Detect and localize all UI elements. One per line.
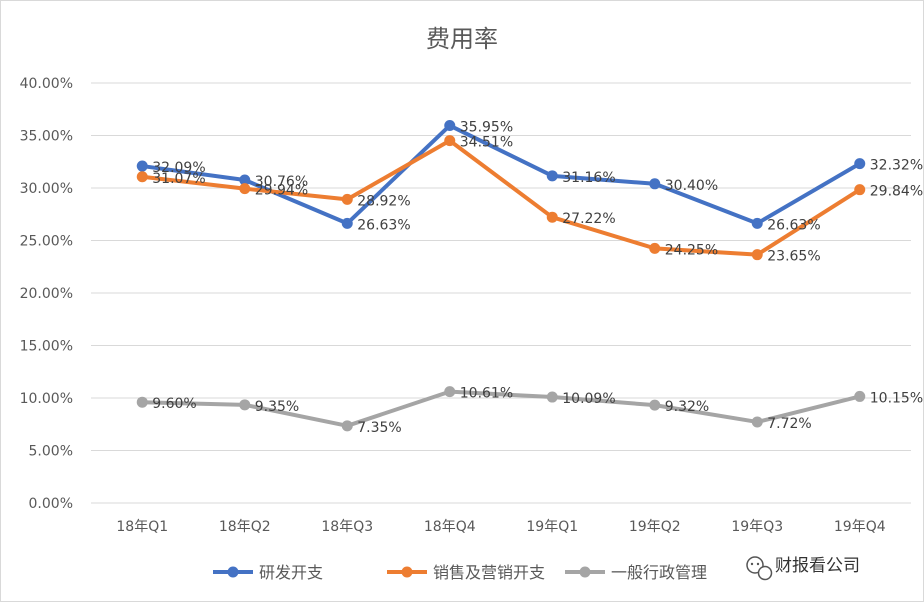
data-label: 7.72% [767,416,811,432]
x-tick-label: 19年Q1 [526,519,578,535]
x-tick-label: 19年Q3 [731,519,783,535]
data-label: 24.25% [665,242,718,258]
data-point [444,135,456,147]
series-line-1 [140,138,862,257]
data-label: 32.32% [870,158,923,174]
data-label: 29.94% [255,183,308,199]
data-label: 31.07% [152,171,205,187]
watermark-text: 财报看公司 [775,556,860,576]
data-label: 29.84% [870,184,923,200]
data-point [854,390,866,402]
legend-label: 销售及营销开支 [433,563,545,582]
data-point [649,399,661,411]
data-point [546,211,558,223]
y-tick-label: 15.00% [20,339,73,355]
data-point [751,217,763,229]
y-tick-label: 25.00% [20,234,73,250]
legend-marker [227,566,239,578]
legend-label: 研发开支 [259,563,323,582]
data-point [649,242,661,254]
data-point [341,420,353,432]
data-label: 26.63% [767,217,820,233]
y-tick-label: 10.00% [20,391,73,407]
data-label: 10.09% [562,391,615,407]
y-tick-label: 20.00% [20,286,73,302]
data-label: 30.76% [255,174,308,190]
data-label: 28.92% [357,193,410,209]
data-labels: 32.09% 30.76% 26.63% 35.95% 31.16% 30.40% 26.6… [152,120,923,436]
watermark: 财报看公司 [746,556,860,581]
data-label: 32.09% [152,160,205,176]
y-tick-label: 30.00% [20,181,73,197]
y-tick-label: 5.00% [29,444,73,460]
data-point [649,178,661,190]
data-label: 27.22% [562,211,615,227]
data-point [854,158,866,170]
data-label: 31.16% [562,170,615,186]
chart-title: 费用率 [426,25,498,53]
data-label: 23.65% [767,249,820,265]
legend-marker [579,566,591,578]
series-line-2 [140,389,862,428]
data-point [751,416,763,428]
x-tick-label: 18年Q3 [321,519,373,535]
y-tick-label: 40.00% [20,76,73,92]
data-label: 10.61% [460,386,513,402]
data-point [341,193,353,205]
data-point [546,391,558,403]
data-label: 35.95% [460,120,513,136]
x-tick-label: 19年Q2 [629,519,681,535]
x-tick-label: 18年Q4 [424,519,476,535]
data-point [239,399,251,411]
series-group [136,120,866,432]
data-point [136,171,148,183]
data-point [854,184,866,196]
data-point [444,386,456,398]
x-tick-label: 18年Q1 [116,519,168,535]
data-label: 9.60% [152,396,196,412]
data-point [136,396,148,408]
data-label: 7.35% [357,420,401,436]
series-line-0 [140,123,862,226]
y-tick-label: 0.00% [29,496,73,512]
data-point [444,120,456,132]
data-label: 26.63% [357,217,410,233]
y-tick-label: 35.00% [20,129,73,145]
legend-marker [401,566,413,578]
legend: 研发开支 销售及营销开支 一般行政管理 [213,563,707,582]
data-label: 34.51% [460,135,513,151]
data-point [136,160,148,172]
data-point [239,183,251,195]
data-point [751,249,763,261]
y-axis: 0.00% 5.00% 10.00% 15.00% 20.00% 25.00% 30.00%… [20,76,73,512]
x-tick-label: 18年Q2 [219,519,271,535]
data-point [341,217,353,229]
x-axis: 18年Q1 18年Q2 18年Q3 18年Q4 19年Q1 19年Q2 19年Q3 19年Q4 [116,519,885,535]
data-label: 9.35% [255,399,299,415]
data-label: 9.32% [665,399,709,415]
data-point [239,174,251,186]
x-tick-label: 19年Q4 [834,519,886,535]
data-label: 10.15% [870,390,923,406]
data-point [546,170,558,182]
legend-label: 一般行政管理 [611,563,707,582]
data-label: 30.40% [665,178,718,194]
wechat-icon [746,556,773,581]
